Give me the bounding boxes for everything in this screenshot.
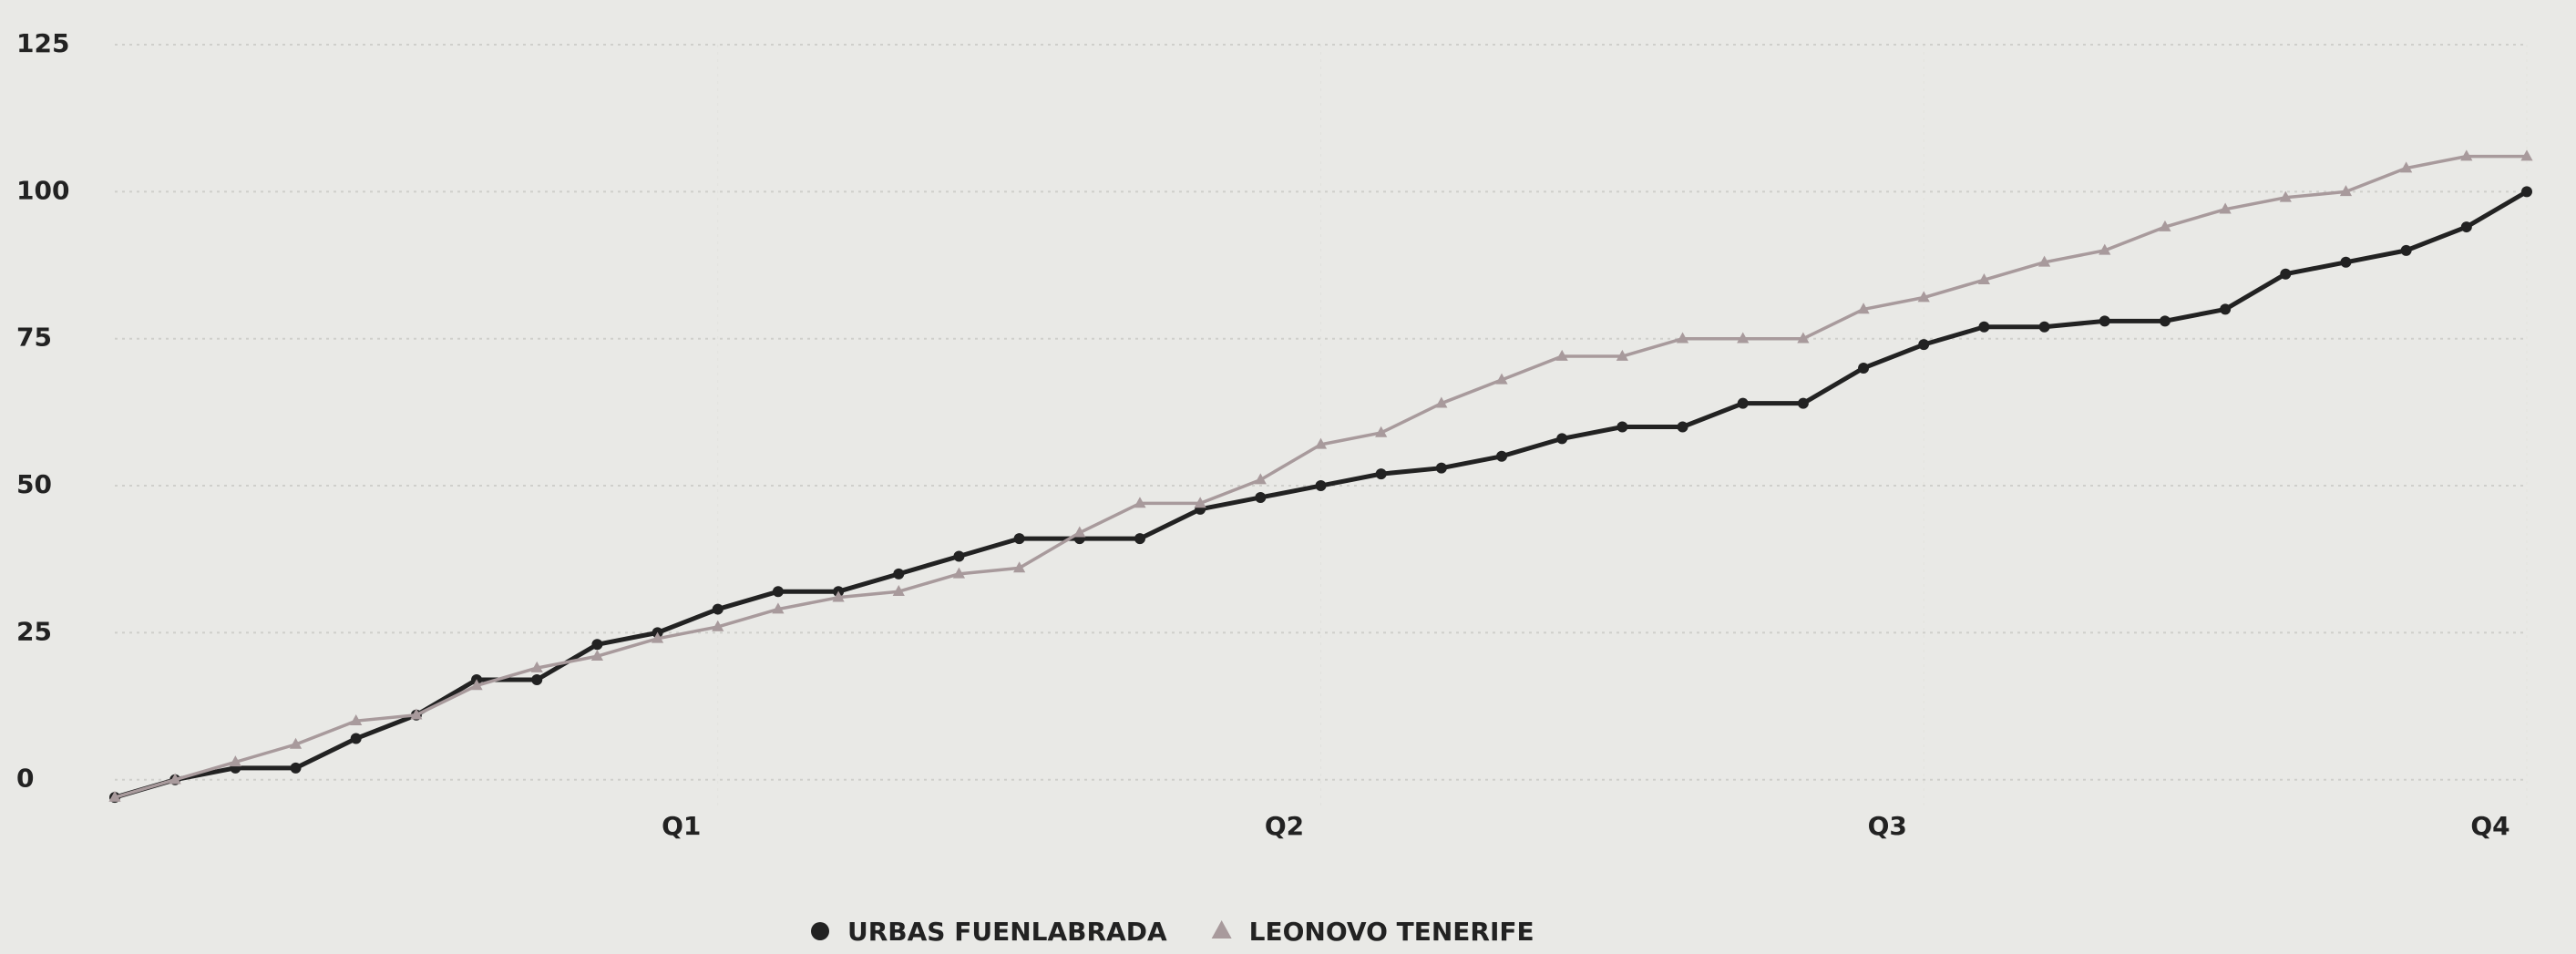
- circle-marker: [291, 763, 302, 774]
- circle-marker: [1134, 533, 1145, 544]
- circle-marker: [1556, 433, 1567, 444]
- circle-marker: [773, 586, 784, 597]
- x-tick-label: Q1: [662, 811, 701, 841]
- y-tick-label: 25: [16, 616, 52, 646]
- circle-marker: [1255, 492, 1266, 503]
- y-tick-label: 75: [16, 323, 52, 353]
- circle-marker: [1616, 422, 1627, 433]
- circle-marker: [2039, 322, 2050, 333]
- circle-marker: [531, 674, 542, 685]
- circle-marker: [1978, 322, 1989, 333]
- legend-label: URBAS FUENLABRADA: [847, 917, 1167, 947]
- legend-label: LEONOVO TENERIFE: [1249, 917, 1534, 947]
- circle-marker: [2401, 245, 2412, 256]
- circle-marker: [2521, 186, 2532, 197]
- circle-marker: [2099, 315, 2110, 326]
- circle-marker: [1496, 451, 1507, 462]
- circle-marker: [2160, 315, 2171, 326]
- circle-marker: [591, 639, 602, 650]
- page: {"chart_data": {"type": "line", "x": [0,…: [0, 0, 2576, 954]
- circle-marker: [1678, 422, 1688, 433]
- circle-marker: [893, 569, 904, 580]
- y-tick-label: 0: [16, 764, 34, 794]
- series-line: [115, 191, 2527, 797]
- circle-marker: [2280, 269, 2291, 280]
- circle-marker: [811, 922, 829, 940]
- x-tick-label: Q3: [1868, 811, 1907, 841]
- y-tick-label: 125: [16, 28, 69, 58]
- x-tick-label: Q4: [2470, 811, 2509, 841]
- x-tick-label: Q2: [1265, 811, 1304, 841]
- circle-marker: [713, 604, 724, 615]
- circle-marker: [2340, 257, 2351, 268]
- circle-marker: [2461, 221, 2472, 232]
- circle-marker: [1738, 398, 1749, 409]
- circle-marker: [1376, 468, 1387, 479]
- circle-marker: [1014, 533, 1025, 544]
- circle-marker: [1858, 363, 1869, 374]
- y-tick-label: 50: [16, 469, 52, 499]
- triangle-marker: [1212, 920, 1232, 939]
- y-tick-label: 100: [16, 175, 69, 205]
- circle-marker: [953, 550, 964, 561]
- circle-marker: [1316, 480, 1327, 491]
- circle-marker: [351, 733, 362, 744]
- circle-marker: [2220, 303, 2231, 314]
- chart: 0 25 50 75 100 125 Q1 Q2 Q3 Q4 URBAS FUENLABRADA LE…: [0, 0, 2576, 954]
- circle-marker: [1918, 339, 1929, 350]
- circle-marker: [1436, 463, 1447, 474]
- circle-marker: [1798, 398, 1809, 409]
